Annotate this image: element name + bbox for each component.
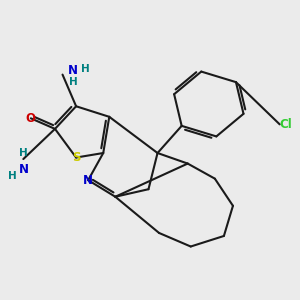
Text: S: S (72, 151, 80, 164)
Text: H: H (8, 171, 17, 181)
Text: N: N (83, 174, 93, 187)
Text: H: H (19, 148, 28, 158)
Text: O: O (26, 112, 36, 125)
Text: H: H (69, 77, 77, 87)
Text: N: N (19, 163, 29, 176)
Text: H: H (81, 64, 89, 74)
Text: Cl: Cl (280, 118, 292, 131)
Text: N: N (68, 64, 78, 76)
